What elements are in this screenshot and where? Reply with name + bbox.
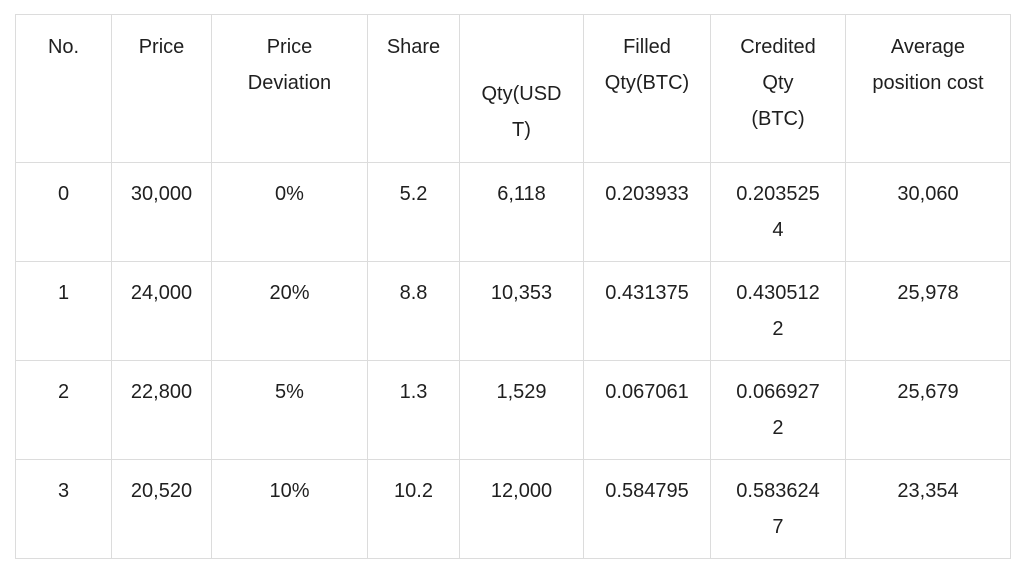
cell-share: 1.3 (367, 360, 460, 460)
cell-qty-usdt: 12,000 (459, 459, 584, 559)
cell-qty-usdt: 10,353 (459, 261, 584, 361)
cell-filled-qty: 0.584795 (583, 459, 711, 559)
cell-price-deviation: 5% (211, 360, 368, 460)
cell-price: 22,800 (111, 360, 212, 460)
cell-qty-usdt: 1,529 (459, 360, 584, 460)
header-price: Price (111, 14, 212, 163)
table-header-row: No. Price Price Deviation Share Qty(USD … (15, 14, 1011, 163)
cell-filled-qty: 0.431375 (583, 261, 711, 361)
cell-filled-qty: 0.203933 (583, 162, 711, 262)
header-average-position-cost: Average position cost (845, 14, 1011, 163)
header-qty-usdt: Qty(USD T) (459, 14, 584, 163)
cell-price-deviation: 10% (211, 459, 368, 559)
cell-credited-qty: 0.430512 2 (710, 261, 846, 361)
cell-share: 10.2 (367, 459, 460, 559)
cell-no: 2 (15, 360, 112, 460)
table-row: 2 22,800 5% 1.3 1,529 0.067061 0.066927 … (15, 360, 1011, 460)
cell-average-position-cost: 23,354 (845, 459, 1011, 559)
header-price-deviation: Price Deviation (211, 14, 368, 163)
cell-share: 8.8 (367, 261, 460, 361)
cell-no: 3 (15, 459, 112, 559)
cell-average-position-cost: 25,679 (845, 360, 1011, 460)
cell-filled-qty: 0.067061 (583, 360, 711, 460)
table-row: 3 20,520 10% 10.2 12,000 0.584795 0.5836… (15, 459, 1011, 559)
cell-credited-qty: 0.583624 7 (710, 459, 846, 559)
header-credited-qty: Credited Qty (BTC) (710, 14, 846, 163)
header-no: No. (15, 14, 112, 163)
cell-average-position-cost: 25,978 (845, 261, 1011, 361)
cell-no: 1 (15, 261, 112, 361)
header-filled-qty: Filled Qty(BTC) (583, 14, 711, 163)
cell-price-deviation: 0% (211, 162, 368, 262)
cell-price: 30,000 (111, 162, 212, 262)
data-table: No. Price Price Deviation Share Qty(USD … (15, 14, 1011, 559)
cell-credited-qty: 0.203525 4 (710, 162, 846, 262)
cell-credited-qty: 0.066927 2 (710, 360, 846, 460)
table-row: 0 30,000 0% 5.2 6,118 0.203933 0.203525 … (15, 162, 1011, 262)
cell-qty-usdt: 6,118 (459, 162, 584, 262)
cell-price-deviation: 20% (211, 261, 368, 361)
cell-price: 20,520 (111, 459, 212, 559)
table-row: 1 24,000 20% 8.8 10,353 0.431375 0.43051… (15, 261, 1011, 361)
cell-no: 0 (15, 162, 112, 262)
header-share: Share (367, 14, 460, 163)
cell-price: 24,000 (111, 261, 212, 361)
cell-average-position-cost: 30,060 (845, 162, 1011, 262)
cell-share: 5.2 (367, 162, 460, 262)
